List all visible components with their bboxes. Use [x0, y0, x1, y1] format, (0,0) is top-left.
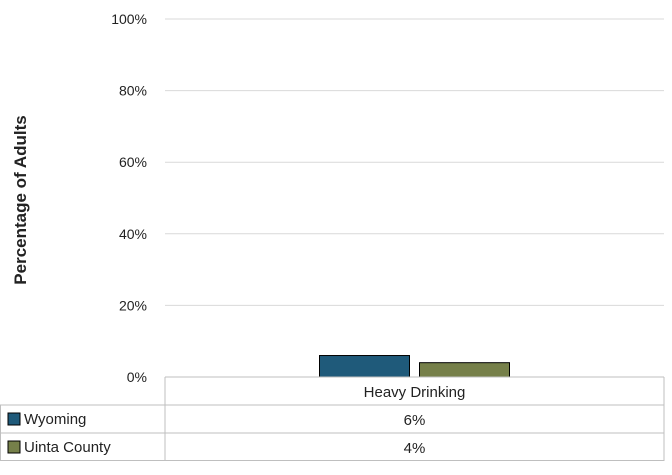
y-axis-label: Percentage of Adults — [11, 115, 30, 284]
data-table: Heavy Drinking Wyoming 6% Uinta County 4% — [0, 376, 665, 461]
legend-swatch — [7, 440, 21, 454]
y-tick-label: 0% — [127, 369, 147, 385]
bar-wyoming — [319, 355, 410, 378]
gridlines — [165, 18, 664, 306]
legend-label: Uinta County — [24, 439, 111, 456]
legend-swatch — [7, 412, 21, 426]
y-tick-label: 40% — [119, 226, 147, 242]
y-tick-label: 60% — [119, 154, 147, 170]
x-tick-label: Heavy Drinking — [364, 384, 466, 401]
y-axis-ticks: 0% 20% 40% 60% 80% 100% — [111, 11, 147, 385]
bars — [319, 355, 510, 378]
legend-label: Wyoming — [24, 411, 86, 428]
y-tick-label: 100% — [111, 11, 147, 27]
bar-uinta-county — [419, 362, 510, 378]
y-tick-label: 80% — [119, 83, 147, 99]
data-label: 4% — [404, 440, 426, 457]
data-label: 6% — [404, 412, 426, 429]
y-tick-label: 20% — [119, 297, 147, 313]
